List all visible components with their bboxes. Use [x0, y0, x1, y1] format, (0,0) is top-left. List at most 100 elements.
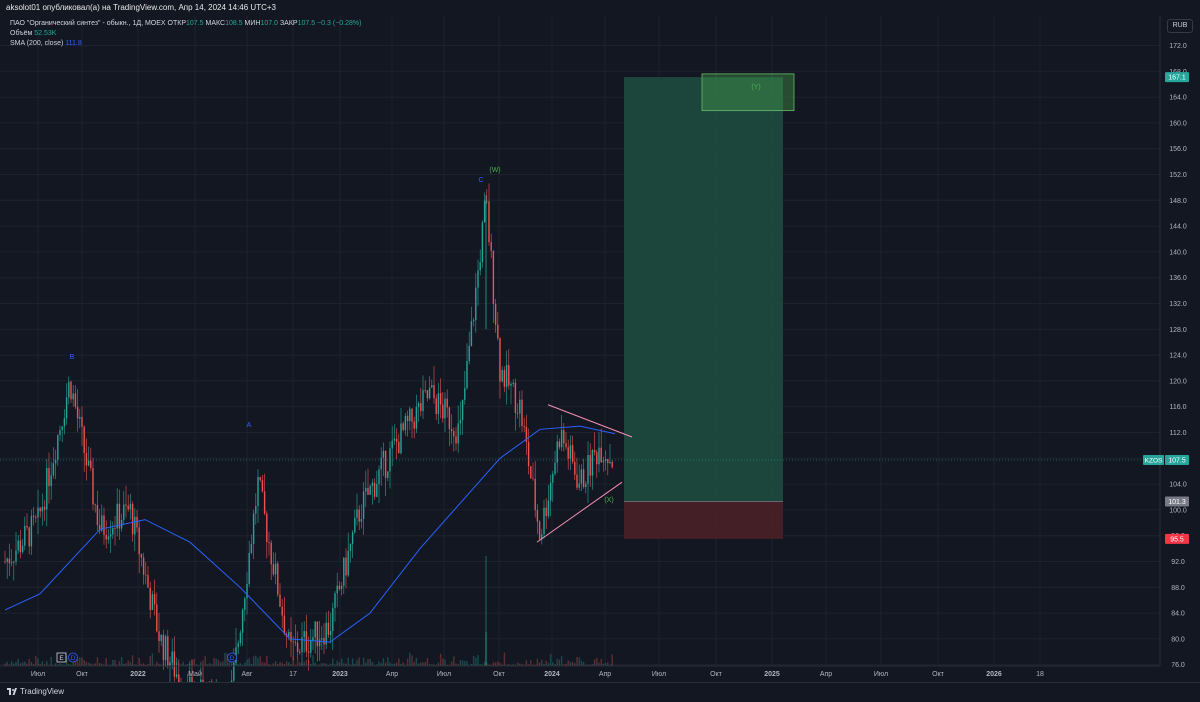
high-value: 108.5: [225, 20, 243, 27]
dividend-badge-2: [227, 652, 237, 663]
logo-text: TradingView: [20, 687, 65, 696]
price-tick-label: 88.0: [1171, 585, 1185, 592]
tradingview-logo-icon: [7, 688, 17, 695]
chart-legend: ПАО "Органический синтез" - обыкн., 1Д, …: [10, 19, 361, 49]
wave-label-y: (Y): [751, 84, 760, 91]
dividend-badge-2-text: D: [230, 655, 235, 662]
entry-price-badge-text: 101.3: [1168, 499, 1186, 506]
price-tick-label: 152.0: [1169, 172, 1187, 179]
change-value: −0.3 (−0.28%): [317, 20, 362, 27]
stop-price-badge-text: 95.5: [1170, 536, 1184, 543]
open-value: 107.5: [186, 20, 204, 27]
wave-label-w: (W): [489, 167, 500, 174]
target-price-badge-text: 167.1: [1168, 75, 1186, 82]
target-price-badge: [1165, 72, 1189, 83]
close-value: 107.5: [297, 20, 316, 27]
price-tick-label: 164.0: [1169, 95, 1187, 102]
wave-labels: B A C (W) (X) (Y): [70, 84, 761, 504]
price-tick-label: 76.0: [1171, 662, 1185, 669]
last-price-badge-text: 107.5: [1168, 458, 1186, 465]
price-tick-label: 84.0: [1171, 611, 1185, 618]
time-tick-label: Июл: [652, 671, 666, 678]
price-tick-label: 140.0: [1169, 249, 1187, 256]
time-tick-label: 2026: [986, 671, 1002, 678]
footer-bar: TradingView: [0, 682, 1200, 702]
volume-bars: [4, 556, 613, 666]
time-tick-label: Авг: [242, 671, 253, 678]
price-tick-label: 80.0: [1171, 636, 1185, 643]
time-tick-label: Апр: [599, 671, 611, 678]
time-tick-label: 2025: [764, 671, 780, 678]
price-tick-label: 120.0: [1169, 378, 1187, 385]
ticker-badge-text: KZOS: [1145, 458, 1163, 465]
close-label: ЗАКР: [279, 20, 298, 27]
target-zone: [624, 77, 783, 502]
high-label: МАКС: [205, 20, 226, 27]
triangle-lower-line: [536, 481, 623, 543]
time-tick-label: Окт: [493, 671, 506, 678]
wave-label-b: B: [70, 354, 75, 361]
price-tick-label: 160.0: [1169, 120, 1187, 127]
price-tick-label: 100.0: [1169, 507, 1187, 514]
price-axis: 172.0168.0164.0160.0156.0152.0148.0144.0…: [1143, 16, 1200, 682]
time-tick-label: Окт: [710, 671, 723, 678]
dividend-badge-1-text: D: [71, 655, 76, 662]
last-price-badge: [1165, 455, 1189, 465]
target-box: [701, 73, 795, 112]
time-tick-label: Июл: [874, 671, 888, 678]
time-tick-label: Апр: [820, 671, 832, 678]
price-tick-label: 132.0: [1169, 301, 1187, 308]
time-tick-label: Май: [188, 670, 202, 678]
price-tick-label: 124.0: [1169, 353, 1187, 360]
price-tick-label: 144.0: [1169, 224, 1187, 231]
sma-line: [4, 425, 616, 643]
price-chart[interactable]: BAC(W)(X)(Y) 172.0168.0164.0160.0156.015…: [0, 0, 1200, 682]
chart-grid: [0, 16, 1160, 666]
wave-label-x: (X): [604, 497, 613, 504]
currency-button[interactable]: RUB: [1167, 19, 1193, 33]
time-tick-label: 2022: [130, 671, 146, 678]
time-tick-label: Июл: [31, 671, 45, 678]
symbol-title: ПАО "Органический синтез" - обыкн., 1Д, …: [10, 20, 166, 27]
time-tick-label: 2023: [332, 671, 348, 678]
open-label: ОТКР: [167, 20, 187, 27]
time-tick-label: Окт: [76, 671, 89, 678]
drawing-overlays: [536, 73, 795, 543]
volume-label: Объём: [10, 30, 33, 37]
price-tick-label: 156.0: [1169, 146, 1187, 153]
price-tick-label: 104.0: [1169, 482, 1187, 489]
position-zones: [624, 77, 783, 539]
dividend-badge-1: [68, 652, 78, 663]
earnings-badge: [56, 652, 67, 663]
candlestick-series: [4, 183, 613, 682]
price-tick-label: 172.0: [1169, 43, 1187, 50]
time-tick-label: 18: [1036, 671, 1044, 678]
tradingview-logo[interactable]: TradingView: [7, 687, 64, 696]
earnings-badge-text: E: [59, 655, 64, 662]
wave-label-c: C: [478, 177, 483, 184]
stop-price-badge: [1165, 533, 1189, 544]
publisher-header: aksolot01 опубликовал(а) на TradingView.…: [0, 0, 1200, 16]
low-value: 107.0: [260, 20, 278, 27]
low-label: МИН: [244, 20, 261, 27]
volume-value: 52.53K: [34, 30, 57, 37]
stop-zone: [624, 501, 783, 539]
price-tick-label: 148.0: [1169, 198, 1187, 205]
time-tick-label: 2024: [544, 671, 560, 678]
price-tick-label: 116.0: [1170, 404, 1187, 411]
time-tick-label: Окт: [932, 671, 945, 678]
time-tick-label: Апр: [386, 671, 398, 678]
price-tick-label: 112.0: [1170, 430, 1187, 437]
ticker-badge: [1143, 455, 1164, 465]
time-tick-label: Июл: [437, 671, 451, 678]
price-tick-label: 136.0: [1169, 275, 1187, 282]
wave-label-a: A: [247, 422, 252, 429]
publisher-text: aksolot01 опубликовал(а) на TradingView.…: [6, 3, 276, 12]
entry-price-badge: [1165, 496, 1189, 507]
time-axis: Июл Окт 2022 Май Авг 17 2023 Апр Июл Окт 2024 Апр Ию…: [0, 665, 1160, 678]
triangle-upper-line: [547, 404, 633, 438]
price-tick-label: 92.0: [1171, 559, 1185, 566]
time-tick-label: 17: [289, 671, 297, 678]
price-tick-label: 128.0: [1169, 327, 1187, 334]
